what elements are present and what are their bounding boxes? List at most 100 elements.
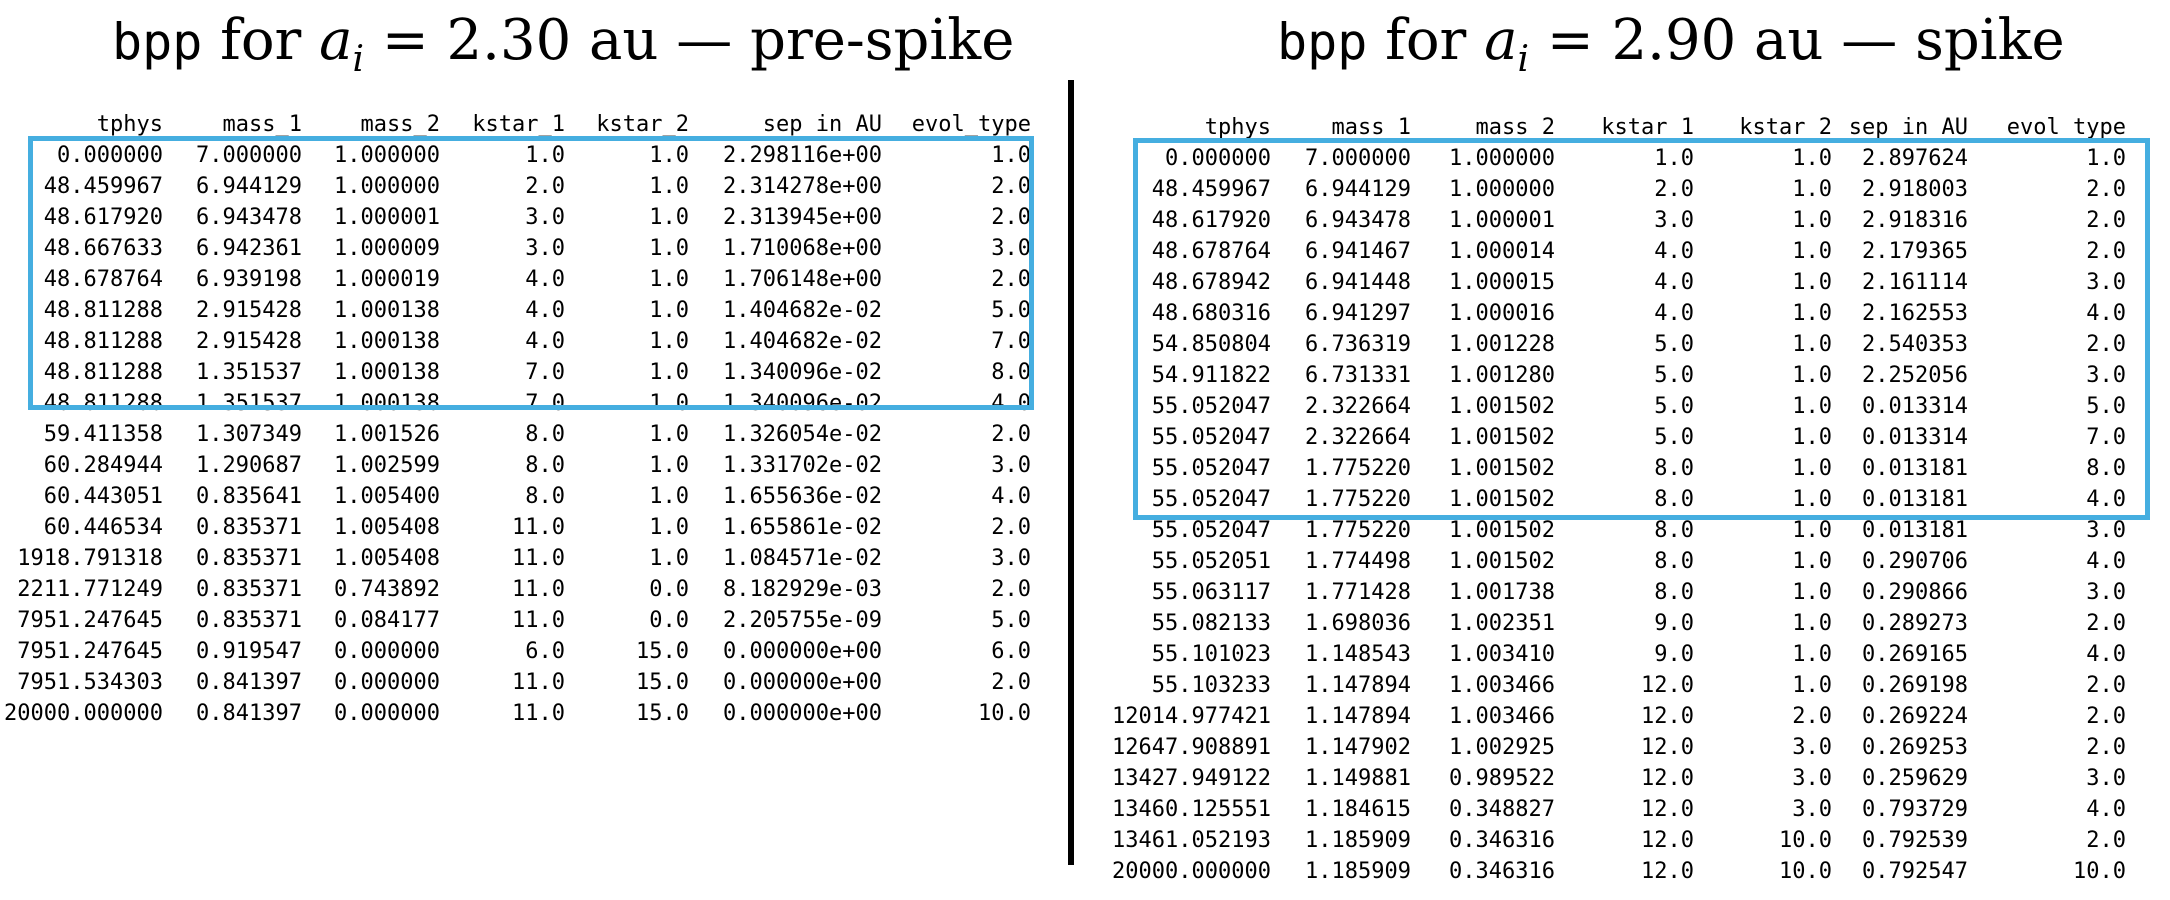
table-cell: 20000.000000 bbox=[1112, 859, 1271, 884]
table-cell: 13427.949122 bbox=[1112, 766, 1271, 791]
table-cell: 2.0 bbox=[2086, 704, 2126, 729]
table-cell: 1.0 bbox=[1792, 673, 1832, 698]
table-cell: 15.0 bbox=[636, 639, 689, 664]
table-cell: 1.000138 bbox=[334, 360, 440, 385]
table-row: 48.680316 6.941297 1.000016 4.0 1.0 2.162553 4… bbox=[1099, 298, 2126, 329]
table-cell: 5.0 bbox=[1654, 332, 1694, 357]
table-row: 7951.247645 0.919547 0.000000 6.0 15.0 0.0000… bbox=[0, 636, 1031, 667]
table-cell: 1.307349 bbox=[196, 422, 302, 447]
table-cell: 1.001526 bbox=[334, 422, 440, 447]
table-cell: 1.185909 bbox=[1305, 859, 1411, 884]
table-cell: 1.351537 bbox=[196, 391, 302, 416]
table-cell: 20000.000000 bbox=[4, 701, 163, 726]
table-cell: 0.346316 bbox=[1449, 859, 1555, 884]
table-cell: 2.0 bbox=[2086, 332, 2126, 357]
table-cell: 15.0 bbox=[636, 701, 689, 726]
table-cell: 1.084571e-02 bbox=[723, 546, 882, 571]
table-cell: 12.0 bbox=[1641, 766, 1694, 791]
table-cell: 1.0 bbox=[649, 329, 689, 354]
table-cell: 0.013314 bbox=[1862, 394, 1968, 419]
table-cell: 11.0 bbox=[512, 515, 565, 540]
table-cell: 0.835371 bbox=[196, 546, 302, 571]
table-row: 55.052047 1.775220 1.001502 8.0 1.0 0.013181 4… bbox=[1099, 484, 2126, 515]
table-cell: 2.0 bbox=[1654, 177, 1694, 202]
table-header: tphys mass_1 mass_2 kstar_1 kstar_2 sep in AU… bbox=[0, 109, 1031, 140]
table-row: 13461.052193 1.185909 0.346316 12.0 10.0 0.79… bbox=[1099, 825, 2126, 856]
table-cell: 2.915428 bbox=[196, 329, 302, 354]
table-cell: 6.943478 bbox=[196, 205, 302, 230]
table-cell: 6.944129 bbox=[1305, 177, 1411, 202]
table-cell: 1.0 bbox=[649, 453, 689, 478]
table-cell: 1.0 bbox=[1792, 487, 1832, 512]
table-cell: 1.147894 bbox=[1305, 704, 1411, 729]
table-cell: 1.775220 bbox=[1305, 456, 1411, 481]
table-cell: 1.775220 bbox=[1305, 487, 1411, 512]
table-cell: 6.731331 bbox=[1305, 363, 1411, 388]
column-header: mass_2 bbox=[1475, 115, 1555, 140]
table-cell: 3.0 bbox=[2086, 580, 2126, 605]
table-cell: 0.000000e+00 bbox=[723, 701, 882, 726]
table-cell: 2.298116e+00 bbox=[723, 143, 882, 168]
table-cell: 12.0 bbox=[1641, 704, 1694, 729]
table-cell: 11.0 bbox=[512, 701, 565, 726]
table-row: 55.063117 1.771428 1.001738 8.0 1.0 0.290866 3… bbox=[1099, 577, 2126, 608]
table-cell: 1.0 bbox=[2086, 146, 2126, 171]
right-panel-title: bpp for ai = 2.90 au — spike bbox=[1277, 8, 2065, 80]
table-cell: 6.941467 bbox=[1305, 239, 1411, 264]
right-title-prefix: for bbox=[1367, 8, 1485, 73]
table-cell: 7.0 bbox=[525, 391, 565, 416]
table-cell: 2.179365 bbox=[1862, 239, 1968, 264]
table-cell: 55.052051 bbox=[1151, 549, 1271, 574]
table-cell: 7.0 bbox=[991, 329, 1031, 354]
table-row: 0.000000 7.000000 1.000000 1.0 1.0 2.897624 1.… bbox=[1099, 143, 2126, 174]
table-cell: 2.314278e+00 bbox=[723, 174, 882, 199]
right-title-var: a bbox=[1484, 8, 1518, 73]
table-row: 20000.000000 1.185909 0.346316 12.0 10.0 0.79… bbox=[1099, 856, 2126, 887]
left-title-sub: i bbox=[352, 39, 365, 81]
column-header: kstar_1 bbox=[1601, 115, 1694, 140]
table-cell: 1.404682e-02 bbox=[723, 329, 882, 354]
table-cell: 0.000000 bbox=[334, 701, 440, 726]
table-cell: 1.0 bbox=[1792, 518, 1832, 543]
table-cell: 2.0 bbox=[991, 515, 1031, 540]
table-cell: 1.0 bbox=[649, 422, 689, 447]
table-cell: 1.351537 bbox=[196, 360, 302, 385]
table-cell: 0.013181 bbox=[1862, 487, 1968, 512]
table-cell: 0.841397 bbox=[196, 670, 302, 695]
table-cell: 1.000014 bbox=[1449, 239, 1555, 264]
table-cell: 0.743892 bbox=[334, 577, 440, 602]
table-cell: 48.678764 bbox=[1151, 239, 1271, 264]
table-cell: 11.0 bbox=[512, 608, 565, 633]
table-row: 60.446534 0.835371 1.005408 11.0 1.0 1.655861… bbox=[0, 512, 1031, 543]
table-cell: 1.000138 bbox=[334, 298, 440, 323]
table-row: 55.052047 2.322664 1.001502 5.0 1.0 0.013314 7… bbox=[1099, 422, 2126, 453]
table-cell: 1.0 bbox=[649, 174, 689, 199]
table-cell: 48.617920 bbox=[43, 205, 163, 230]
table-cell: 1.002351 bbox=[1449, 611, 1555, 636]
table-row: 48.811288 1.351537 1.000138 7.0 1.0 1.340096e… bbox=[0, 388, 1031, 419]
right-title-sub: i bbox=[1517, 39, 1530, 81]
column-header: sep in AU bbox=[1848, 115, 1968, 140]
table-cell: 0.835371 bbox=[196, 577, 302, 602]
table-cell: 1.001502 bbox=[1449, 456, 1555, 481]
table-cell: 1.185909 bbox=[1305, 828, 1411, 853]
table-cell: 1.655636e-02 bbox=[723, 484, 882, 509]
column-header: sep in AU bbox=[762, 112, 882, 137]
table-cell: 60.443051 bbox=[43, 484, 163, 509]
table-cell: 0.269224 bbox=[1862, 704, 1968, 729]
table-cell: 8.0 bbox=[525, 453, 565, 478]
column-header: tphys bbox=[96, 112, 163, 137]
table-cell: 12.0 bbox=[1641, 797, 1694, 822]
table-row: 7951.247645 0.835371 0.084177 11.0 0.0 2.2057… bbox=[0, 605, 1031, 636]
table-cell: 1.774498 bbox=[1305, 549, 1411, 574]
table-cell: 1.000000 bbox=[1449, 146, 1555, 171]
table-cell: 2.0 bbox=[2086, 673, 2126, 698]
column-header: kstar_1 bbox=[472, 112, 565, 137]
table-cell: 2.0 bbox=[991, 205, 1031, 230]
table-row: 48.459967 6.944129 1.000000 2.0 1.0 2.918003 2… bbox=[1099, 174, 2126, 205]
table-cell: 1.001502 bbox=[1449, 487, 1555, 512]
table-cell: 0.919547 bbox=[196, 639, 302, 664]
table-cell: 7.000000 bbox=[1305, 146, 1411, 171]
column-header: mass_1 bbox=[1331, 115, 1411, 140]
table-cell: 1.000000 bbox=[334, 174, 440, 199]
